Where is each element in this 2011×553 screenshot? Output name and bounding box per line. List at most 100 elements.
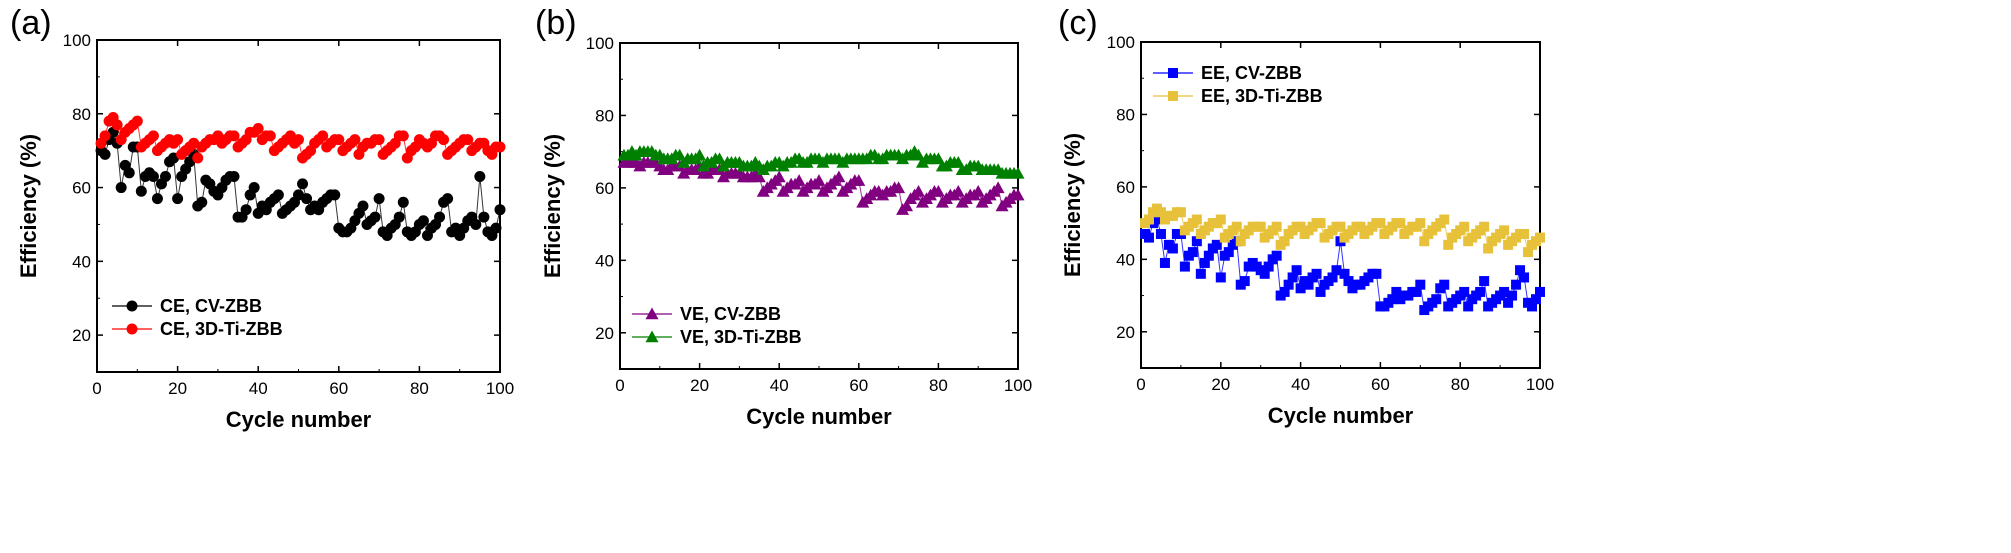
series-1 bbox=[95, 126, 506, 242]
data-point bbox=[1231, 221, 1242, 232]
x-tick-label: 60 bbox=[849, 376, 868, 395]
y-tick-label: 40 bbox=[72, 252, 91, 271]
data-point bbox=[752, 170, 766, 183]
data-point bbox=[462, 134, 474, 146]
panel-label: (a) bbox=[10, 4, 52, 42]
data-point bbox=[293, 134, 304, 146]
x-tick-label: 40 bbox=[770, 376, 789, 395]
data-point bbox=[373, 134, 385, 146]
data-point bbox=[1463, 301, 1474, 312]
data-point bbox=[1515, 265, 1526, 276]
x-tick-label: 80 bbox=[1451, 375, 1470, 394]
data-point bbox=[417, 215, 429, 227]
data-point bbox=[357, 200, 369, 212]
data-point bbox=[123, 167, 135, 179]
y-tick-label: 80 bbox=[72, 105, 91, 124]
data-point bbox=[1519, 272, 1530, 283]
data-point bbox=[494, 204, 506, 216]
data-point bbox=[494, 141, 506, 153]
panel-a: 0 20 40 60 80 100 20 40 60 80 100 Cycle number Effic… bbox=[10, 4, 514, 432]
x-axis-title: Cycle number bbox=[746, 404, 892, 429]
data-point bbox=[196, 196, 208, 208]
data-point bbox=[1215, 214, 1226, 225]
data-point bbox=[1507, 290, 1518, 301]
x-axis-title: Cycle number bbox=[226, 407, 372, 432]
data-point bbox=[1295, 283, 1306, 294]
series-1 bbox=[617, 156, 1025, 215]
data-point bbox=[151, 193, 163, 205]
data-point bbox=[1523, 247, 1534, 258]
y-tick-label: 20 bbox=[72, 326, 91, 345]
x-tick-label: 100 bbox=[1004, 376, 1032, 395]
y-tick-label: 60 bbox=[595, 179, 614, 198]
data-point bbox=[272, 189, 284, 201]
panel-label: (c) bbox=[1058, 4, 1098, 42]
x-tick-label: 60 bbox=[329, 379, 348, 398]
data-point bbox=[135, 185, 147, 197]
y-tick-label: 40 bbox=[595, 251, 614, 270]
y-axis-title: Efficiency (%) bbox=[540, 134, 565, 278]
y-tick-label: 80 bbox=[595, 106, 614, 125]
data-point bbox=[1483, 243, 1494, 254]
legend-marker bbox=[645, 330, 659, 343]
data-point bbox=[1191, 236, 1202, 247]
data-point bbox=[1303, 279, 1314, 290]
y-tick-label: 20 bbox=[595, 324, 614, 343]
data-point bbox=[1511, 279, 1522, 290]
legend: CE, CV-ZBB CE, 3D-Ti-ZBB bbox=[112, 296, 283, 339]
x-axis-title: Cycle number bbox=[1268, 403, 1414, 428]
data-point bbox=[1395, 218, 1406, 229]
data-point bbox=[1279, 236, 1290, 247]
data-point bbox=[438, 134, 450, 146]
x-tick-label: 20 bbox=[1211, 375, 1230, 394]
panel-c: 0 20 40 60 80 100 20 40 60 80 100 Cycle number Effic… bbox=[1058, 4, 1554, 428]
legend: VE, CV-ZBB VE, 3D-Ti-ZBB bbox=[632, 304, 802, 347]
data-point bbox=[1239, 276, 1250, 287]
data-point bbox=[1167, 243, 1178, 254]
legend-marker bbox=[126, 323, 138, 335]
legend-marker bbox=[1168, 68, 1178, 78]
data-point bbox=[1179, 261, 1190, 272]
data-point bbox=[329, 189, 341, 201]
y-tick-label: 60 bbox=[1116, 178, 1135, 197]
data-point bbox=[1311, 268, 1322, 279]
x-tick-label: 0 bbox=[92, 379, 101, 398]
data-point bbox=[1199, 257, 1210, 268]
data-point bbox=[1519, 228, 1530, 239]
legend-marker bbox=[126, 300, 138, 312]
data-point bbox=[1263, 261, 1274, 272]
data-point bbox=[248, 182, 260, 194]
data-point bbox=[1439, 279, 1450, 290]
data-point bbox=[111, 119, 123, 131]
data-point bbox=[490, 222, 502, 234]
data-point bbox=[397, 130, 409, 142]
data-point bbox=[1235, 236, 1246, 247]
data-point bbox=[900, 199, 914, 212]
y-tick-label: 100 bbox=[63, 31, 91, 50]
data-point bbox=[99, 130, 111, 142]
data-point bbox=[1387, 294, 1398, 305]
data-point bbox=[1143, 232, 1154, 243]
data-point bbox=[1203, 250, 1214, 261]
data-point bbox=[1011, 188, 1025, 201]
data-point bbox=[147, 170, 159, 182]
data-point bbox=[1415, 218, 1426, 229]
data-point bbox=[301, 193, 313, 205]
data-point bbox=[434, 211, 446, 223]
data-point bbox=[1499, 286, 1510, 297]
series-2 bbox=[1139, 203, 1545, 258]
data-point bbox=[1211, 239, 1222, 250]
data-point bbox=[971, 185, 985, 197]
data-point bbox=[1527, 301, 1538, 312]
data-point bbox=[1155, 207, 1166, 218]
x-tick-label: 100 bbox=[1526, 375, 1554, 394]
data-point bbox=[192, 152, 204, 164]
data-point bbox=[1195, 268, 1206, 279]
data-point bbox=[1339, 268, 1350, 279]
x-tick-label: 0 bbox=[615, 376, 624, 395]
x-tick-label: 0 bbox=[1136, 375, 1145, 394]
data-point bbox=[1355, 221, 1366, 232]
data-point bbox=[912, 185, 925, 197]
y-tick-label: 100 bbox=[1107, 33, 1135, 52]
data-point bbox=[1535, 286, 1545, 297]
